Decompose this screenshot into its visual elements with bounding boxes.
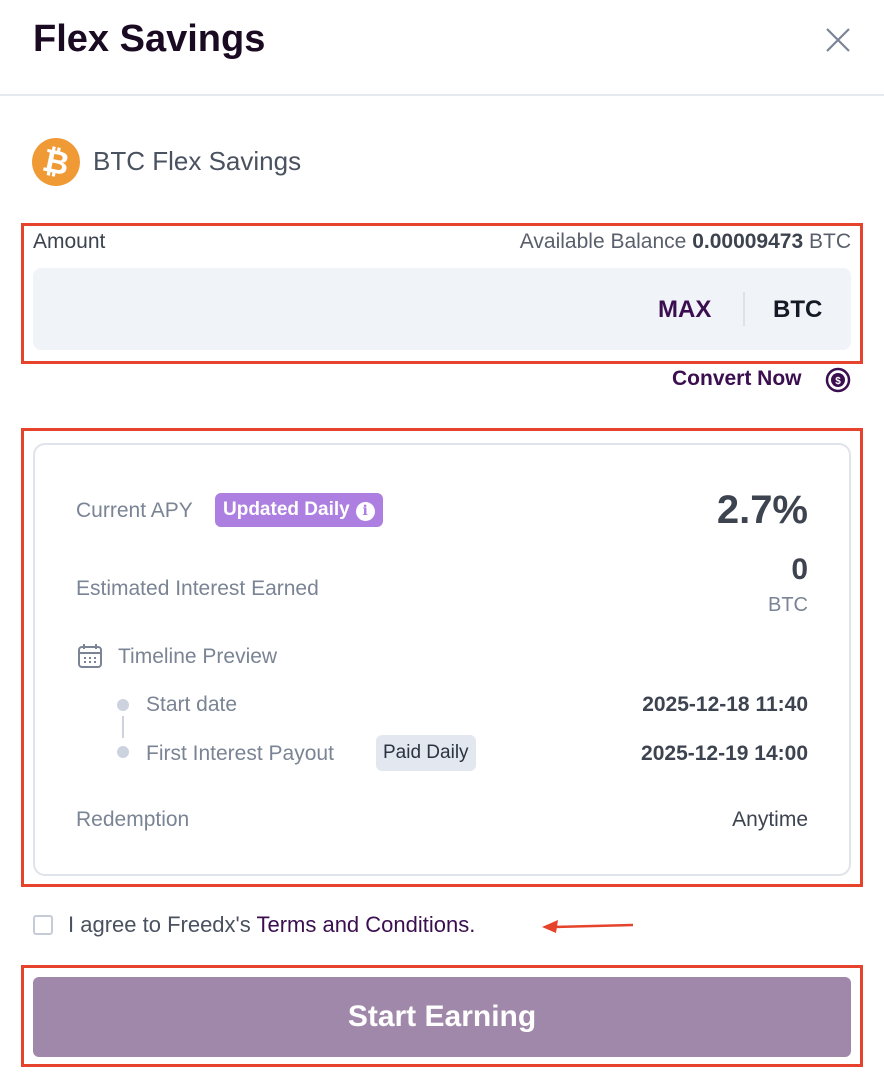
apy-value: 2.7% (716, 488, 808, 532)
start-date-value: 2025-12-18 11:40 (642, 693, 808, 716)
paid-daily-badge: Paid Daily (376, 735, 476, 771)
balance-label: Available Balance (519, 230, 687, 253)
input-separator (743, 292, 745, 326)
payout-label: First Interest Payout (146, 742, 334, 765)
payout-value: 2025-12-19 14:00 (641, 742, 808, 765)
terms-link[interactable]: Terms and Conditions. (256, 912, 476, 937)
terms-prefix: I agree to Freedx's (68, 912, 257, 937)
convert-now-link[interactable]: Convert Now (672, 367, 802, 390)
amount-unit: BTC (773, 296, 823, 323)
start-date-label: Start date (146, 693, 238, 716)
start-earning-button[interactable]: Start Earning (33, 977, 851, 1057)
page-title: Flex Savings (33, 18, 266, 60)
header-divider (0, 94, 884, 96)
interest-label: Estimated Interest Earned (76, 577, 319, 600)
interest-value: 0 (791, 553, 808, 586)
balance-unit: BTC (809, 230, 851, 253)
amount-input[interactable] (33, 268, 851, 350)
convert-icon[interactable]: $ (824, 366, 852, 394)
redemption-value: Anytime (732, 808, 808, 831)
apy-label: Current APY (76, 499, 193, 522)
amount-label: Amount (33, 230, 106, 253)
svg-text:$: $ (835, 376, 841, 387)
details-card (33, 443, 851, 876)
calendar-icon (78, 644, 102, 668)
timeline-line (122, 716, 124, 738)
terms-text: I agree to Freedx's Terms and Conditions… (68, 912, 475, 938)
max-button[interactable]: MAX (658, 296, 712, 323)
updated-daily-badge[interactable]: Updated Daily i (215, 493, 383, 527)
annotation-box-amount (21, 223, 863, 364)
terms-checkbox[interactable] (33, 915, 53, 935)
bitcoin-icon: ₿ (27, 133, 85, 191)
available-balance: Available Balance 0.00009473 BTC (520, 230, 851, 254)
info-icon[interactable]: i (355, 502, 375, 521)
timeline-dot (117, 746, 129, 758)
annotation-box-submit (21, 965, 863, 1067)
timeline-dot (117, 699, 129, 711)
balance-value: 0.00009473 (692, 230, 804, 253)
product-name: BTC Flex Savings (93, 146, 302, 176)
timeline-label: Timeline Preview (118, 645, 278, 668)
badge-text: Updated Daily (223, 499, 350, 520)
annotation-arrow-icon (542, 920, 634, 933)
redemption-label: Redemption (76, 808, 190, 831)
interest-unit: BTC (768, 594, 808, 616)
annotation-box-details (21, 428, 863, 887)
close-icon[interactable] (822, 24, 854, 56)
